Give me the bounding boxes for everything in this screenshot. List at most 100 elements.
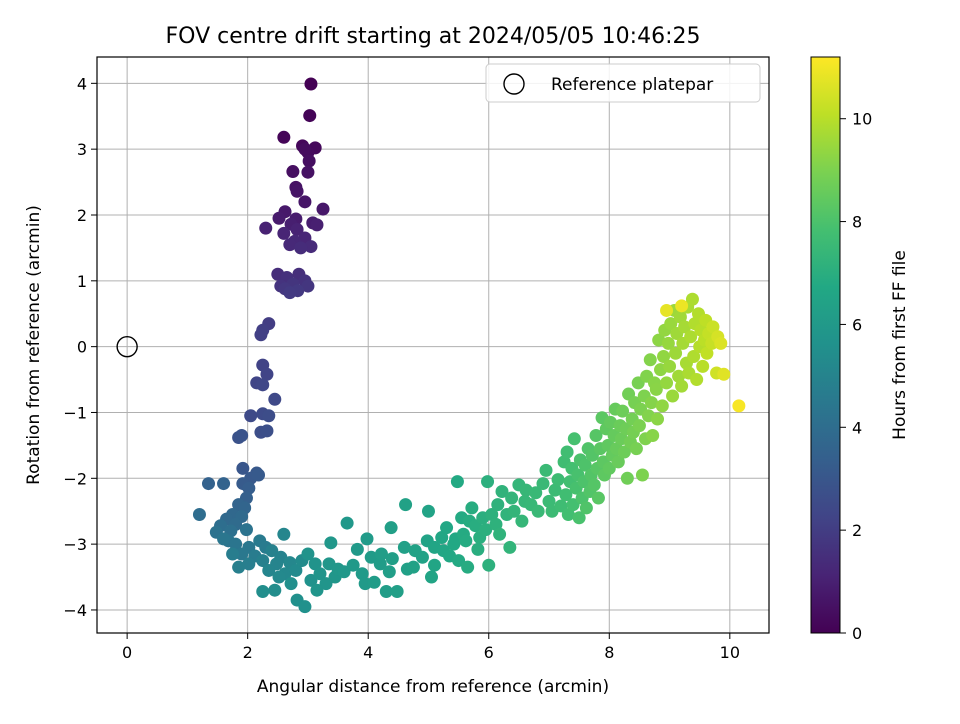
data-point <box>259 221 273 235</box>
data-point <box>452 554 466 568</box>
y-tick-label: 1 <box>77 272 87 291</box>
data-point <box>284 577 298 591</box>
y-tick-label: −4 <box>63 601 87 620</box>
data-point <box>714 336 728 350</box>
legend-label-reference-platepar: Reference platepar <box>551 75 713 95</box>
data-point <box>277 226 291 240</box>
data-point <box>548 483 562 497</box>
data-point <box>268 583 282 597</box>
data-point <box>572 511 586 525</box>
data-point <box>226 547 240 561</box>
data-point <box>589 429 603 443</box>
data-point <box>256 378 270 392</box>
data-point <box>673 310 687 324</box>
data-point <box>669 346 683 360</box>
data-point <box>440 521 454 535</box>
data-point <box>260 424 274 438</box>
data-point <box>632 419 646 433</box>
y-tick-label: 0 <box>77 338 87 357</box>
data-point <box>298 195 312 209</box>
data-point <box>324 536 338 550</box>
data-point <box>382 565 396 579</box>
data-point <box>262 409 276 423</box>
data-point <box>236 461 250 475</box>
data-point <box>471 542 485 556</box>
data-point <box>495 484 509 498</box>
data-point <box>617 445 631 459</box>
y-tick-label: 4 <box>77 74 87 93</box>
colorbar-ticks: 0 2 4 6 8 10 <box>840 110 872 643</box>
data-point <box>435 531 449 545</box>
data-point <box>303 109 317 123</box>
chart-title: FOV centre drift starting at 2024/05/05 … <box>166 24 701 49</box>
data-point <box>374 547 388 561</box>
data-point <box>289 563 303 577</box>
x-tick-label: 2 <box>243 643 253 662</box>
data-point <box>649 382 663 396</box>
data-point <box>687 350 701 364</box>
data-point <box>298 142 312 156</box>
data-point <box>260 367 274 381</box>
data-point <box>660 376 674 390</box>
data-point <box>678 320 692 334</box>
data-point <box>399 498 413 512</box>
data-point <box>302 154 316 168</box>
data-point <box>700 346 714 360</box>
y-axis-ticks: −4 −3 −2 −1 0 1 2 3 4 <box>63 74 97 620</box>
data-point <box>294 241 308 255</box>
data-point <box>591 491 605 505</box>
data-point <box>201 477 215 491</box>
data-point <box>235 547 249 561</box>
colorbar: 0 2 4 6 8 10 Hours from first FF file <box>810 56 910 643</box>
data-points <box>192 77 746 614</box>
data-point <box>579 501 593 515</box>
data-point <box>286 165 300 179</box>
data-point <box>217 532 231 546</box>
data-point <box>646 429 660 443</box>
data-point <box>542 494 556 508</box>
data-point <box>643 353 657 367</box>
colorbar-tick-label: 2 <box>852 521 862 540</box>
data-point <box>384 521 398 535</box>
data-point <box>242 557 256 571</box>
colorbar-tick-label: 6 <box>852 315 862 334</box>
x-tick-label: 8 <box>604 643 614 662</box>
data-point <box>355 567 369 581</box>
data-point <box>536 477 550 491</box>
legend-box <box>485 63 761 103</box>
data-point <box>256 554 270 568</box>
legend-marker-open-circle <box>503 73 525 95</box>
data-point <box>301 165 315 179</box>
data-point <box>732 399 746 413</box>
data-point <box>567 432 581 446</box>
data-point <box>424 570 438 584</box>
data-point <box>421 504 435 518</box>
legend: Reference platepar <box>485 63 761 103</box>
data-point <box>479 523 493 537</box>
data-point <box>397 540 411 554</box>
x-tick-label: 6 <box>484 643 494 662</box>
data-point <box>350 542 364 556</box>
data-point <box>217 477 231 491</box>
data-point <box>465 501 479 515</box>
data-point <box>364 550 378 564</box>
data-point <box>254 328 268 342</box>
data-point <box>554 499 568 513</box>
data-point <box>319 577 333 591</box>
data-point <box>551 473 565 487</box>
data-point <box>385 552 399 566</box>
data-point <box>684 330 698 344</box>
data-point <box>717 367 731 381</box>
data-point <box>252 468 266 482</box>
data-point <box>611 455 625 469</box>
plot-frame <box>96 56 770 634</box>
data-point <box>428 558 442 572</box>
x-axis-label: Angular distance from reference (arcmin) <box>257 677 609 697</box>
data-point <box>515 514 529 528</box>
data-point <box>560 445 574 459</box>
x-tick-label: 0 <box>122 643 132 662</box>
data-point <box>232 560 246 574</box>
data-point <box>657 350 671 364</box>
data-point <box>262 563 276 577</box>
grid <box>97 57 769 633</box>
